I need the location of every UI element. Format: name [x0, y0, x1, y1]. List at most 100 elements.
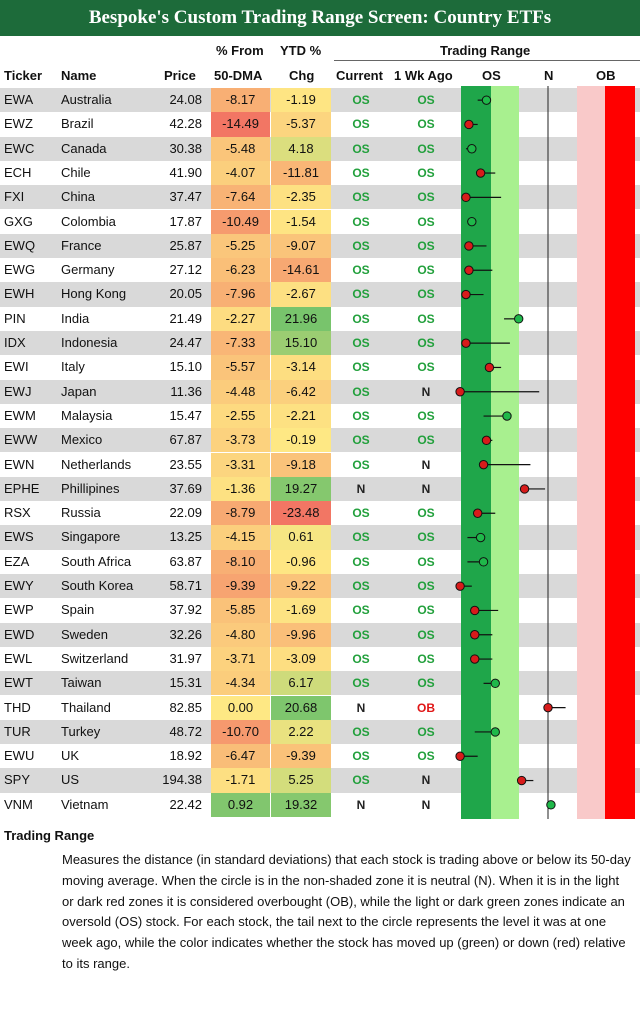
- pct-from-50dma-cell: -3.31: [211, 452, 270, 477]
- current-status-cell: OS: [352, 190, 370, 205]
- week-ago-status-cell: OS: [417, 93, 435, 107]
- price-cell: 23.55: [169, 456, 202, 472]
- table-row: EWZ Brazil 42.28 -14.49 -5.37 OS OS: [0, 112, 640, 137]
- name-cell: Thailand: [61, 699, 111, 715]
- ticker-cell: EWZ: [4, 116, 33, 132]
- table-row: EWS Singapore 13.25 -4.15 0.61 OS OS: [0, 525, 640, 550]
- dark-red-zone: [605, 86, 635, 819]
- current-status-cell: OS: [352, 749, 370, 764]
- price-cell: 24.08: [169, 92, 202, 107]
- ytd-chg-cell: 6.17: [271, 671, 331, 696]
- week-ago-status-cell: OS: [417, 724, 435, 739]
- name-cell: Vietnam: [61, 796, 109, 812]
- ticker-cell: EWT: [4, 675, 33, 691]
- name-cell: Japan: [61, 383, 97, 399]
- current-level-dot: [490, 678, 500, 689]
- name-cell: Mexico: [61, 432, 103, 448]
- current-status-cell: OS: [352, 603, 370, 618]
- notes-body: Measures the distance (in standard devia…: [62, 852, 631, 971]
- ytd-chg-cell: 20.68: [271, 695, 331, 720]
- header-name: Name: [61, 68, 97, 83]
- current-level-dot: [484, 362, 495, 373]
- table-row: EWW Mexico 67.87 -3.73 -0.19 OS OS: [0, 428, 640, 453]
- price-cell: 37.47: [169, 189, 202, 205]
- week-ago-status-cell: OS: [417, 336, 435, 350]
- table-row: EWM Malaysia 15.47 -2.55 -2.21 OS OS: [0, 403, 640, 429]
- ytd-chg-cell: -9.39: [271, 744, 331, 769]
- ytd-chg-cell: 19.32: [271, 792, 331, 817]
- price-cell: 18.92: [169, 748, 202, 764]
- table-row: TUR Turkey 48.72 -10.70 2.22 OS OS: [0, 719, 640, 745]
- current-status-cell: OS: [352, 360, 370, 375]
- current-status-cell: OS: [352, 117, 370, 132]
- header-zone-os: OS: [482, 68, 501, 83]
- pct-from-50dma-cell: -4.34: [211, 671, 270, 696]
- table-row: EWQ France 25.87 -5.25 -9.07 OS OS: [0, 233, 640, 259]
- week-ago-status-cell: N: [421, 797, 431, 812]
- table-row: EWN Netherlands 23.55 -3.31 -9.18 OS N: [0, 452, 640, 477]
- ticker-cell: EWD: [4, 626, 35, 642]
- price-cell: 24.47: [169, 335, 202, 350]
- pct-from-50dma-cell: -6.47: [211, 744, 270, 769]
- week-ago-status-cell: OS: [417, 263, 435, 278]
- ticker-cell: EWL: [4, 650, 33, 666]
- current-status-cell: OS: [352, 141, 370, 156]
- ticker-cell: GXG: [4, 213, 33, 229]
- ytd-chg-cell: -5.37: [271, 112, 331, 137]
- name-cell: France: [61, 237, 102, 253]
- current-level-dot: [478, 459, 489, 470]
- pct-from-50dma-cell: -4.48: [211, 379, 270, 404]
- current-level-dot: [467, 216, 477, 227]
- current-status-cell: OS: [352, 530, 370, 545]
- week-ago-status-cell: OS: [417, 311, 435, 326]
- ticker-cell: IDX: [4, 335, 26, 350]
- ticker-cell: EWI: [4, 359, 29, 375]
- current-level-dot: [514, 314, 524, 324]
- current-level-dot: [470, 654, 480, 664]
- header-trading-range: Trading Range: [440, 43, 531, 58]
- week-ago-status-cell: OS: [417, 141, 435, 156]
- pct-from-50dma-cell: -2.55: [211, 403, 270, 429]
- current-level-dot: [464, 265, 474, 275]
- week-ago-status-cell: OS: [417, 214, 435, 229]
- ytd-chg-cell: -6.42: [271, 379, 331, 404]
- table-row: EWP Spain 37.92 -5.85 -1.69 OS OS: [0, 598, 640, 623]
- price-cell: 30.38: [169, 140, 202, 156]
- header-current: Current: [336, 68, 383, 83]
- ytd-chg-cell: -0.96: [271, 549, 331, 574]
- price-cell: 15.31: [169, 675, 202, 691]
- week-ago-status-cell: OS: [417, 506, 435, 521]
- name-cell: China: [61, 189, 95, 205]
- current-level-dot: [455, 581, 465, 591]
- pct-from-50dma-cell: -5.48: [211, 136, 270, 161]
- name-cell: Phillipines: [61, 480, 120, 496]
- pct-from-50dma-cell: -7.33: [211, 331, 270, 356]
- name-cell: Germany: [61, 262, 115, 278]
- price-cell: 21.49: [169, 310, 202, 326]
- name-cell: India: [61, 310, 90, 326]
- pct-from-50dma-cell: -3.71: [211, 646, 270, 672]
- table-row: EWT Taiwan 15.31 -4.34 6.17 OS OS: [0, 671, 640, 696]
- price-cell: 11.36: [170, 383, 202, 399]
- price-cell: 67.87: [169, 432, 202, 448]
- ticker-cell: RSX: [4, 505, 31, 521]
- ticker-cell: SPY: [4, 772, 31, 788]
- name-cell: Hong Kong: [61, 286, 127, 302]
- ticker-cell: EWM: [4, 407, 36, 423]
- name-cell: Colombia: [61, 213, 116, 229]
- current-level-dot: [546, 800, 556, 810]
- pct-from-50dma-cell: -8.10: [211, 549, 270, 574]
- table-row: EWU UK 18.92 -6.47 -9.39 OS OS: [0, 744, 640, 769]
- price-cell: 48.72: [169, 723, 202, 739]
- ticker-cell: EWA: [4, 92, 34, 107]
- pct-from-50dma-cell: -7.96: [211, 282, 270, 307]
- price-cell: 58.71: [169, 578, 202, 593]
- current-level-dot: [481, 435, 492, 446]
- current-level-dot: [461, 338, 471, 348]
- week-ago-status-cell: N: [421, 481, 431, 496]
- page-title: Bespoke's Custom Trading Range Screen: C…: [0, 0, 640, 36]
- current-status-cell: OS: [352, 214, 370, 229]
- ytd-chg-cell: 15.10: [271, 331, 331, 356]
- table-row: EWD Sweden 32.26 -4.80 -9.96 OS OS: [0, 622, 640, 647]
- name-cell: Spain: [61, 602, 95, 618]
